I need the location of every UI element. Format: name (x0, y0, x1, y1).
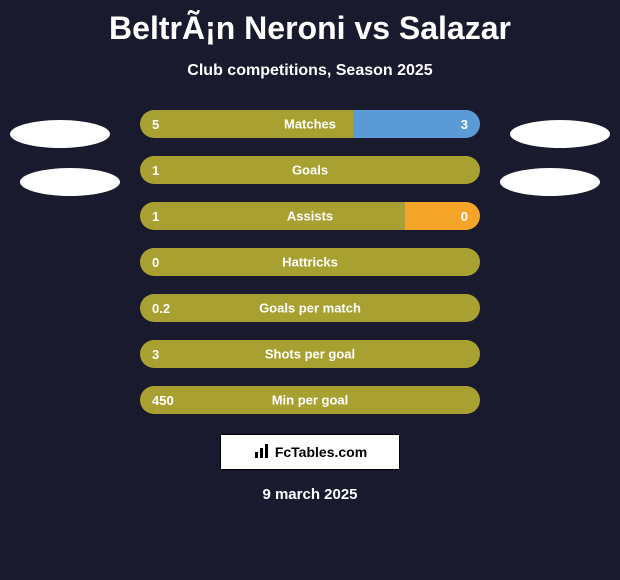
watermark: FcTables.com (220, 434, 400, 470)
page-title: BeltrÃ¡n Neroni vs Salazar (0, 0, 620, 47)
stat-row: 3Shots per goal (140, 340, 480, 368)
stat-right-bar: 3 (353, 110, 481, 138)
stat-row: 1Goals (140, 156, 480, 184)
player-left-ellipse-2 (20, 168, 120, 196)
stat-label: Goals per match (259, 301, 361, 316)
stat-label: Shots per goal (265, 347, 355, 362)
stats-content: 53Matches1Goals10Assists0Hattricks0.2Goa… (0, 110, 620, 414)
subtitle: Club competitions, Season 2025 (0, 62, 620, 80)
stat-left-bar: 1 (140, 202, 405, 230)
stat-row: 450Min per goal (140, 386, 480, 414)
stat-label: Min per goal (272, 393, 349, 408)
stat-row: 0.2Goals per match (140, 294, 480, 322)
player-right-ellipse-2 (500, 168, 600, 196)
stat-bars-container: 53Matches1Goals10Assists0Hattricks0.2Goa… (140, 110, 480, 414)
stat-row: 53Matches (140, 110, 480, 138)
chart-icon (253, 442, 271, 463)
player-left-ellipse-1 (10, 120, 110, 148)
stat-row: 0Hattricks (140, 248, 480, 276)
stat-row: 10 Assists (140, 202, 480, 230)
stat-right-bar: 0 (405, 202, 480, 230)
stat-label: Hattricks (282, 255, 338, 270)
player-right-ellipse-1 (510, 120, 610, 148)
date-text: 9 march 2025 (0, 486, 620, 503)
stat-label: Goals (292, 163, 328, 178)
watermark-text: FcTables.com (275, 444, 367, 460)
stat-label: Assists (287, 209, 333, 224)
stat-label: Matches (284, 117, 336, 132)
